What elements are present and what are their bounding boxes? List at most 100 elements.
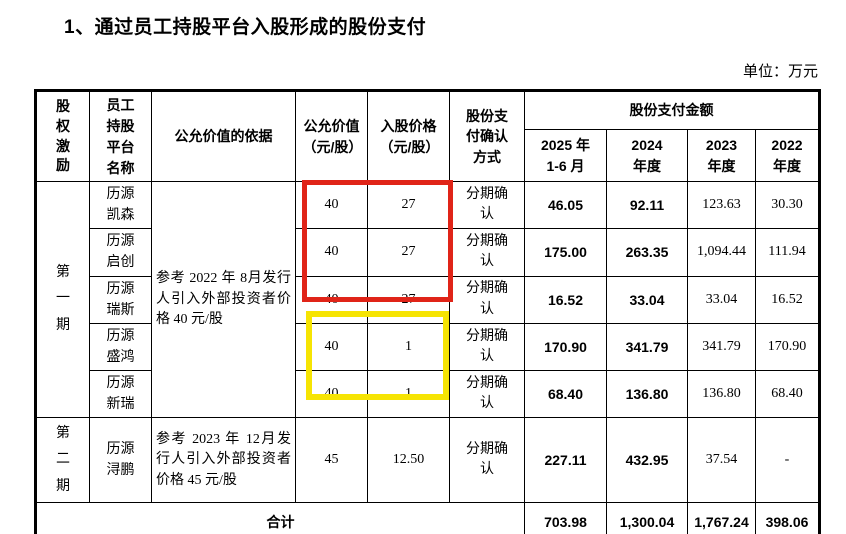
phase2-basis-cell: 参考 2023 年 12月发行人引入外部投资者价格 45 元/股 (151, 417, 296, 504)
amount-2022-cell: 30.30 (755, 180, 820, 230)
header-confirm-method-label: 股份支付确认方式 (466, 108, 508, 165)
phase1-basis-text: 参考 2022 年 8月发行人引入外部投资者价格 40 元/股 (156, 271, 291, 327)
table-row-qichuang: 历源启创 40 27 分期确认 175.00 263.35 1,094.44 1… (36, 228, 820, 277)
confirm-method: 分期确认 (466, 328, 508, 365)
header-entry-price-label: 入股价格（元/股） (379, 117, 440, 155)
platform-name: 历源浔鹏 (106, 442, 135, 479)
header-row-1: 股权激励 员工持股平台名称 公允价值的依据 公允价值（元/股） 入股价格（元/股… (35, 90, 820, 182)
total-2024-cell: 1,300.04 (606, 502, 688, 534)
confirm-method-cell: 分期确认 (449, 228, 525, 277)
confirm-method: 分期确认 (466, 376, 508, 412)
confirm-method-cell: 分期确认 (449, 370, 525, 419)
amount-2022-cell: 170.90 (755, 322, 820, 372)
platform-name-cell: 历源新瑞 (89, 370, 152, 419)
amount-2024-cell: 341.79 (606, 322, 688, 372)
header-period-2023: 2023 年度 (687, 129, 756, 182)
amount-2023-cell: 341.79 (687, 322, 756, 372)
amount-2023-cell: 136.80 (687, 370, 756, 419)
platform-name-cell: 历源瑞斯 (89, 275, 152, 324)
header-period-2022: 2022 年度 (755, 129, 820, 182)
total-2025-cell: 703.98 (524, 502, 607, 534)
platform-name: 历源启创 (106, 234, 135, 271)
platform-name: 历源新瑞 (106, 376, 135, 413)
fair-value-cell: 40 (295, 180, 368, 230)
confirm-method: 分期确认 (466, 234, 508, 270)
header-equity-incentive: 股权激励 (35, 90, 90, 182)
amount-2024-cell: 92.11 (606, 180, 688, 230)
fair-value-cell: 40 (295, 228, 368, 277)
header-fair-value-label: 公允价值（元/股） (302, 117, 363, 155)
header-platform-name-label: 员工持股平台名称 (106, 96, 135, 176)
table-row-xunpeng: 第二期 历源浔鹏 参考 2023 年 12月发行人引入外部投资者价格 45 元/… (35, 417, 820, 504)
header-period-2025-line1: 2025 年 (540, 136, 591, 153)
amount-2022-cell: 68.40 (755, 370, 820, 419)
total-2022-cell: 398.06 (755, 502, 820, 534)
amount-2022-cell: 16.52 (755, 275, 820, 324)
total-2023-cell: 1,767.24 (687, 502, 756, 534)
amount-2023-cell: 37.54 (687, 417, 756, 504)
page-title: 1、通过员工持股平台入股形成的股份支付 (64, 17, 427, 38)
amount-2025-cell: 227.11 (524, 417, 607, 504)
header-period-2024-line1: 2024 (631, 136, 663, 153)
header-platform-name: 员工持股平台名称 (89, 90, 152, 182)
header-period-2022-line1: 2022 (771, 136, 803, 153)
share-payment-table: 股权激励 员工持股平台名称 公允价值的依据 公允价值（元/股） 入股价格（元/股… (34, 89, 821, 534)
platform-name-cell: 历源浔鹏 (89, 417, 152, 504)
header-fair-value: 公允价值（元/股） (295, 90, 368, 182)
amount-2024-cell: 136.80 (606, 370, 688, 419)
header-period-2022-line2: 年度 (773, 157, 801, 174)
entry-price-cell: 27 (367, 275, 450, 324)
confirm-method-cell: 分期确认 (449, 322, 525, 372)
total-label-cell: 合计 (35, 502, 525, 534)
amount-2022-cell: 111.94 (755, 228, 820, 277)
phase2-label: 第二期 (56, 425, 70, 494)
fair-value-cell: 40 (295, 275, 368, 324)
amount-2025-cell: 170.90 (524, 322, 607, 372)
amount-2023-cell: 33.04 (687, 275, 756, 324)
table-row-ruisi: 历源瑞斯 40 27 分期确认 16.52 33.04 33.04 16.52 (36, 275, 820, 324)
entry-price-cell: 12.50 (367, 417, 450, 504)
platform-name: 历源凯森 (106, 187, 135, 223)
confirm-method: 分期确认 (466, 442, 508, 478)
table-row-total: 合计 703.98 1,300.04 1,767.24 398.06 (35, 502, 820, 534)
confirm-method-cell: 分期确认 (449, 180, 525, 230)
table-row-xinrui: 历源新瑞 40 1 分期确认 68.40 136.80 136.80 68.40 (36, 370, 820, 419)
amount-2022-cell: - (755, 417, 820, 504)
fair-value-cell: 45 (295, 417, 368, 504)
header-payment-amount: 股份支付金额 (524, 90, 820, 130)
platform-name: 历源盛鸿 (106, 328, 135, 365)
confirm-method-cell: 分期确认 (449, 275, 525, 324)
amount-2025-cell: 46.05 (524, 180, 607, 230)
header-entry-price: 入股价格（元/股） (367, 90, 450, 182)
confirm-method: 分期确认 (466, 281, 508, 317)
amount-2025-cell: 16.52 (524, 275, 607, 324)
confirm-method-cell: 分期确认 (449, 417, 525, 504)
header-period-2024: 2024 年度 (606, 129, 688, 182)
entry-price-cell: 1 (367, 322, 450, 372)
header-equity-incentive-label: 股权激励 (56, 97, 70, 174)
amount-2023-cell: 1,094.44 (687, 228, 756, 277)
table-row-kaisen: 第一期 历源凯森 参考 2022 年 8月发行人引入外部投资者价格 40 元/股… (35, 180, 820, 419)
phase1-label-cell: 第一期 (35, 180, 90, 419)
fair-value-cell: 40 (295, 370, 368, 419)
platform-name: 历源瑞斯 (106, 281, 135, 318)
table-row-shenghong: 历源盛鸿 40 1 分期确认 170.90 341.79 341.79 170.… (36, 322, 820, 372)
amount-2024-cell: 263.35 (606, 228, 688, 277)
header-period-2025-line2: 1-6 月 (546, 157, 585, 174)
amount-2024-cell: 432.95 (606, 417, 688, 504)
phase2-label-cell: 第二期 (35, 417, 90, 504)
phase1-label: 第一期 (56, 264, 70, 334)
entry-price-cell: 1 (367, 370, 450, 419)
phase1-basis-cell: 参考 2022 年 8月发行人引入外部投资者价格 40 元/股 (151, 180, 296, 419)
header-period-2024-line2: 年度 (633, 157, 661, 174)
header-fair-value-basis: 公允价值的依据 (151, 90, 296, 182)
amount-2025-cell: 175.00 (524, 228, 607, 277)
entry-price-cell: 27 (367, 180, 450, 230)
fair-value-cell: 40 (295, 322, 368, 372)
platform-name-cell: 历源盛鸿 (89, 322, 152, 372)
confirm-method: 分期确认 (466, 186, 508, 223)
entry-price-cell: 27 (367, 228, 450, 277)
header-row-2: 2025 年 1-6 月 2024 年度 2023 年度 2022 年度 (36, 129, 820, 182)
header-period-2025: 2025 年 1-6 月 (524, 129, 607, 182)
